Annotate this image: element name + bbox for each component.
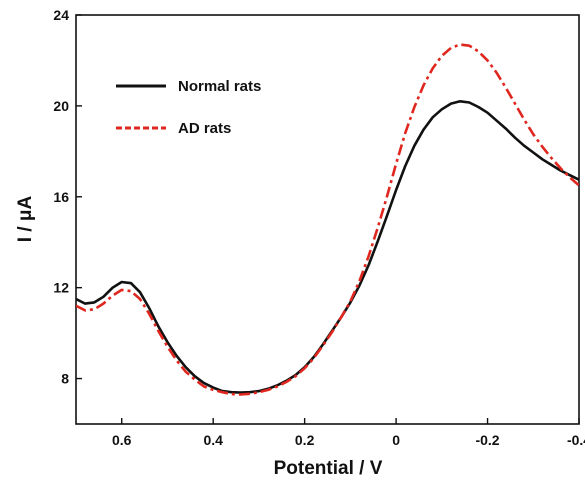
- y-tick-label: 12: [53, 280, 69, 296]
- y-axis-title: I / μA: [15, 195, 36, 242]
- y-axis-ticks: 8 12 16 20 24: [53, 7, 82, 387]
- y-tick-label: 16: [53, 189, 69, 205]
- x-tick-label: 0.4: [203, 432, 223, 448]
- legend-label-normal-rats: Normal rats: [178, 78, 261, 95]
- x-tick-label: -0.2: [475, 432, 499, 448]
- x-axis-title: Potential / V: [274, 458, 383, 479]
- x-tick-label: 0.2: [295, 432, 315, 448]
- legend-label-ad-rats: AD rats: [178, 120, 231, 137]
- plot-frame: [75, 14, 580, 425]
- x-tick-label: 0.6: [112, 432, 132, 448]
- x-tick-label: -0.4: [567, 432, 585, 448]
- legend: Normal rats AD rats: [116, 78, 261, 137]
- y-tick-label: 20: [53, 98, 69, 114]
- series-line-normal-rats: [76, 100, 579, 394]
- x-tick-label: 0: [392, 432, 400, 448]
- series-layer: [76, 43, 579, 396]
- y-tick-label: 24: [53, 7, 69, 23]
- y-tick-label: 8: [61, 371, 69, 387]
- series-line-ad-rats: [76, 43, 579, 396]
- x-axis-ticks: 0.6 0.4 0.2 0 -0.2 -0.4: [112, 418, 585, 448]
